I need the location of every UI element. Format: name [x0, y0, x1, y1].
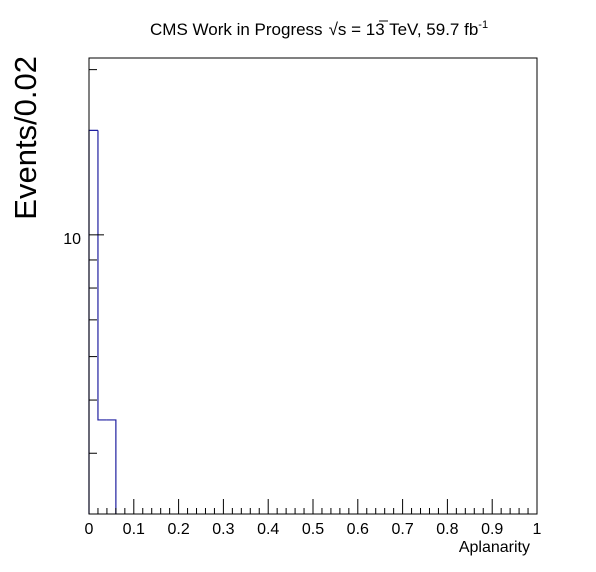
sqrt-symbol: √	[329, 20, 339, 39]
x-axis-title: Aplanarity	[459, 539, 530, 556]
x-tick-label: 0.7	[391, 521, 413, 538]
histogram-bin	[97, 130, 107, 421]
x-tick-label: 0.3	[212, 521, 234, 538]
x-tick-label: 1	[533, 521, 542, 538]
x-tick-label: 0.9	[481, 521, 503, 538]
x-tick-label: 0.6	[347, 521, 369, 538]
chart-title-superscript: -1	[478, 19, 488, 31]
x-tick-label: 0.4	[257, 521, 279, 538]
x-tick-label: 0.5	[302, 521, 324, 538]
plot-frame	[88, 57, 538, 515]
chart-title-main: CMS Work in Progress	[150, 20, 323, 39]
histogram-bin	[106, 419, 117, 514]
x-tick-label: 0.1	[123, 521, 145, 538]
chart-title-energy: s = 13 TeV, 59.7 fb	[338, 20, 478, 39]
y-axis-title: Events/0.02	[8, 56, 43, 220]
histogram-bin	[88, 129, 98, 514]
plot-area: 0 0.1 0.2 0.3 0.4 0.5 0.6 0.7 0.8 0.9 1 10	[63, 69, 542, 538]
chart-title: CMS Work in Progress √s = 13 TeV, 59.7 fb…	[150, 19, 488, 39]
x-tick-label: 0.8	[436, 521, 458, 538]
x-tick-label: 0.2	[167, 521, 189, 538]
y-tick-label: 10	[63, 231, 81, 248]
x-tick-label: 0	[85, 521, 94, 538]
